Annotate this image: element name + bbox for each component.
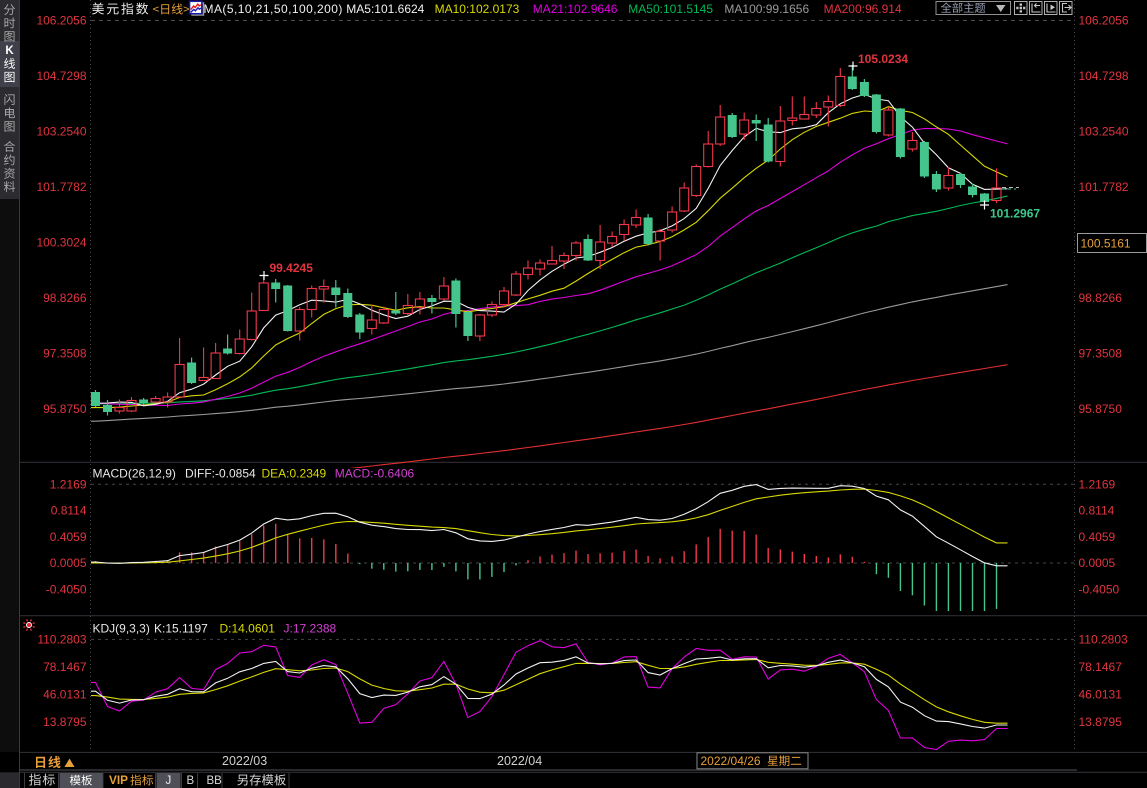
svg-text:104.7298: 104.7298: [1079, 69, 1129, 83]
svg-text:J: J: [166, 775, 172, 787]
svg-text:95.8750: 95.8750: [1079, 402, 1123, 416]
svg-text:2022/04: 2022/04: [497, 754, 542, 768]
svg-text:99.4245: 99.4245: [270, 261, 314, 275]
svg-text:MA21:102.9646: MA21:102.9646: [533, 2, 618, 16]
svg-text:103.2540: 103.2540: [36, 125, 86, 139]
svg-text:BB: BB: [207, 775, 223, 787]
svg-text:MA10:102.0173: MA10:102.0173: [435, 2, 520, 16]
svg-text:1.2169: 1.2169: [50, 477, 87, 491]
svg-text:101.7782: 101.7782: [36, 180, 86, 194]
svg-text:95.8750: 95.8750: [43, 402, 87, 416]
svg-text:78.1467: 78.1467: [43, 660, 87, 674]
svg-text:0.0005: 0.0005: [1079, 556, 1116, 570]
svg-text:MACD:-0.6406: MACD:-0.6406: [335, 467, 415, 481]
svg-text:46.0131: 46.0131: [1079, 687, 1123, 701]
svg-text:101.7782: 101.7782: [1079, 180, 1129, 194]
svg-text:2022/03: 2022/03: [222, 754, 267, 768]
svg-text:K:15.1197: K:15.1197: [154, 622, 208, 636]
svg-text:B: B: [187, 775, 195, 787]
svg-text:K: K: [5, 45, 14, 57]
svg-text:0.8114: 0.8114: [1079, 504, 1115, 518]
svg-text:-0.4050: -0.4050: [1079, 583, 1120, 597]
svg-text:0.4059: 0.4059: [50, 530, 87, 544]
svg-text:MA5:101.6624: MA5:101.6624: [346, 2, 424, 16]
svg-text:-0.4050: -0.4050: [46, 583, 87, 597]
svg-text:KDJ(9,3,3): KDJ(9,3,3): [93, 622, 150, 636]
svg-text:100.5161: 100.5161: [1081, 237, 1131, 251]
svg-text:13.8795: 13.8795: [43, 715, 87, 729]
svg-text:DIFF:-0.0854: DIFF:-0.0854: [185, 467, 256, 481]
svg-text:13.8795: 13.8795: [1079, 715, 1123, 729]
svg-text:101.2967: 101.2967: [990, 207, 1040, 221]
svg-text:110.2803: 110.2803: [37, 632, 86, 646]
svg-text:VIP: VIP: [109, 773, 128, 787]
svg-text:MA100:99.1656: MA100:99.1656: [724, 2, 809, 16]
svg-text:DEA:0.2349: DEA:0.2349: [262, 467, 327, 481]
svg-text:110.2803: 110.2803: [1079, 632, 1128, 646]
svg-text:97.3508: 97.3508: [43, 347, 87, 361]
svg-text:2022/04/26: 2022/04/26: [701, 754, 761, 768]
svg-text:1.2169: 1.2169: [1079, 477, 1116, 491]
svg-text:D:14.0601: D:14.0601: [220, 622, 276, 636]
svg-text:104.7298: 104.7298: [36, 69, 86, 83]
svg-text:106.2056: 106.2056: [1079, 14, 1129, 28]
svg-text:MA(5,10,21,50,100,200): MA(5,10,21,50,100,200): [204, 2, 343, 16]
svg-text:J:17.2388: J:17.2388: [284, 622, 337, 636]
svg-text:0.0005: 0.0005: [50, 556, 87, 570]
svg-text:MA200:96.914: MA200:96.914: [824, 2, 902, 16]
svg-text:78.1467: 78.1467: [1079, 660, 1123, 674]
svg-text:106.2056: 106.2056: [36, 14, 86, 28]
svg-text:100.3024: 100.3024: [36, 236, 86, 250]
svg-text:105.0234: 105.0234: [858, 52, 908, 66]
svg-text:97.3508: 97.3508: [1079, 347, 1123, 361]
svg-text:98.8266: 98.8266: [43, 291, 87, 305]
svg-text:0.8114: 0.8114: [51, 504, 87, 518]
svg-text:MACD(26,12,9): MACD(26,12,9): [93, 467, 176, 481]
svg-text:0.4059: 0.4059: [1079, 530, 1116, 544]
svg-text:46.0131: 46.0131: [43, 687, 87, 701]
svg-text:MA50:101.5145: MA50:101.5145: [628, 2, 713, 16]
svg-text:98.8266: 98.8266: [1079, 291, 1123, 305]
svg-text:103.2540: 103.2540: [1079, 125, 1129, 139]
